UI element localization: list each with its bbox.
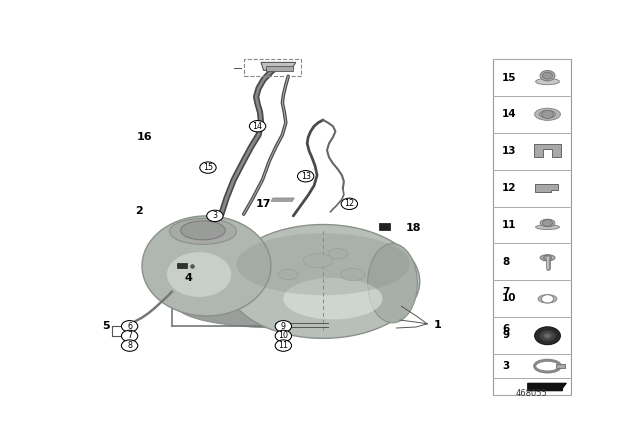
Circle shape bbox=[534, 327, 561, 345]
Bar bbox=[556, 364, 565, 368]
Text: 3: 3 bbox=[502, 361, 509, 371]
Text: 13: 13 bbox=[502, 146, 516, 156]
Bar bbox=[177, 263, 187, 268]
Text: 15: 15 bbox=[502, 73, 516, 82]
Text: 5: 5 bbox=[102, 321, 109, 331]
Ellipse shape bbox=[180, 221, 225, 240]
Text: 12: 12 bbox=[502, 183, 516, 193]
Ellipse shape bbox=[539, 111, 556, 118]
Circle shape bbox=[540, 330, 556, 341]
Circle shape bbox=[207, 210, 223, 222]
Text: 16: 16 bbox=[137, 132, 152, 142]
Bar bbox=[493, 59, 571, 395]
Circle shape bbox=[543, 333, 552, 339]
Polygon shape bbox=[535, 184, 559, 192]
Ellipse shape bbox=[236, 233, 410, 295]
Circle shape bbox=[275, 321, 292, 332]
Polygon shape bbox=[528, 383, 566, 391]
Ellipse shape bbox=[540, 219, 555, 227]
Circle shape bbox=[250, 121, 266, 132]
Circle shape bbox=[341, 198, 358, 210]
Text: 6: 6 bbox=[502, 324, 509, 334]
Text: 8: 8 bbox=[502, 257, 509, 267]
Ellipse shape bbox=[167, 252, 231, 297]
Text: 1: 1 bbox=[433, 319, 441, 330]
Ellipse shape bbox=[536, 78, 559, 85]
Circle shape bbox=[543, 220, 552, 226]
Ellipse shape bbox=[328, 249, 348, 259]
Text: 14: 14 bbox=[502, 109, 516, 120]
Ellipse shape bbox=[227, 224, 420, 338]
Ellipse shape bbox=[540, 255, 555, 261]
Ellipse shape bbox=[538, 295, 557, 303]
Circle shape bbox=[543, 72, 552, 79]
Ellipse shape bbox=[536, 225, 559, 229]
Circle shape bbox=[122, 330, 138, 342]
Ellipse shape bbox=[278, 269, 298, 280]
Text: 2: 2 bbox=[134, 206, 143, 216]
Polygon shape bbox=[256, 242, 273, 306]
Circle shape bbox=[275, 330, 292, 342]
Text: 18: 18 bbox=[406, 223, 421, 233]
Text: 10: 10 bbox=[502, 293, 516, 303]
Circle shape bbox=[543, 255, 552, 261]
Text: 6: 6 bbox=[127, 322, 132, 331]
Text: 7: 7 bbox=[502, 287, 509, 297]
Text: 9: 9 bbox=[502, 330, 509, 340]
Bar bbox=[266, 66, 293, 71]
Text: 4: 4 bbox=[184, 273, 192, 283]
Ellipse shape bbox=[367, 244, 417, 323]
Bar bbox=[379, 224, 390, 230]
Circle shape bbox=[200, 162, 216, 173]
Circle shape bbox=[122, 340, 138, 351]
Text: 11: 11 bbox=[278, 341, 289, 350]
Ellipse shape bbox=[303, 254, 333, 267]
Text: 468055: 468055 bbox=[516, 389, 548, 398]
Ellipse shape bbox=[170, 219, 237, 244]
Circle shape bbox=[541, 110, 554, 118]
Ellipse shape bbox=[177, 283, 390, 328]
Text: 12: 12 bbox=[344, 199, 355, 208]
Ellipse shape bbox=[340, 268, 365, 280]
Text: 7: 7 bbox=[127, 332, 132, 340]
Ellipse shape bbox=[142, 216, 271, 316]
Text: 8: 8 bbox=[127, 341, 132, 350]
Text: 14: 14 bbox=[253, 122, 262, 131]
Circle shape bbox=[275, 340, 292, 351]
Polygon shape bbox=[271, 198, 294, 202]
Text: 3: 3 bbox=[212, 211, 218, 220]
Text: 15: 15 bbox=[203, 163, 213, 172]
Circle shape bbox=[541, 295, 554, 303]
Polygon shape bbox=[534, 144, 561, 157]
Polygon shape bbox=[261, 62, 296, 70]
Circle shape bbox=[298, 171, 314, 182]
Ellipse shape bbox=[284, 278, 383, 319]
Text: 17: 17 bbox=[256, 199, 271, 209]
Ellipse shape bbox=[540, 70, 555, 81]
Circle shape bbox=[122, 321, 138, 332]
Text: 13: 13 bbox=[301, 172, 310, 181]
Text: 9: 9 bbox=[281, 322, 286, 331]
Ellipse shape bbox=[534, 108, 561, 121]
Text: 11: 11 bbox=[502, 220, 516, 230]
Text: 10: 10 bbox=[278, 332, 289, 340]
